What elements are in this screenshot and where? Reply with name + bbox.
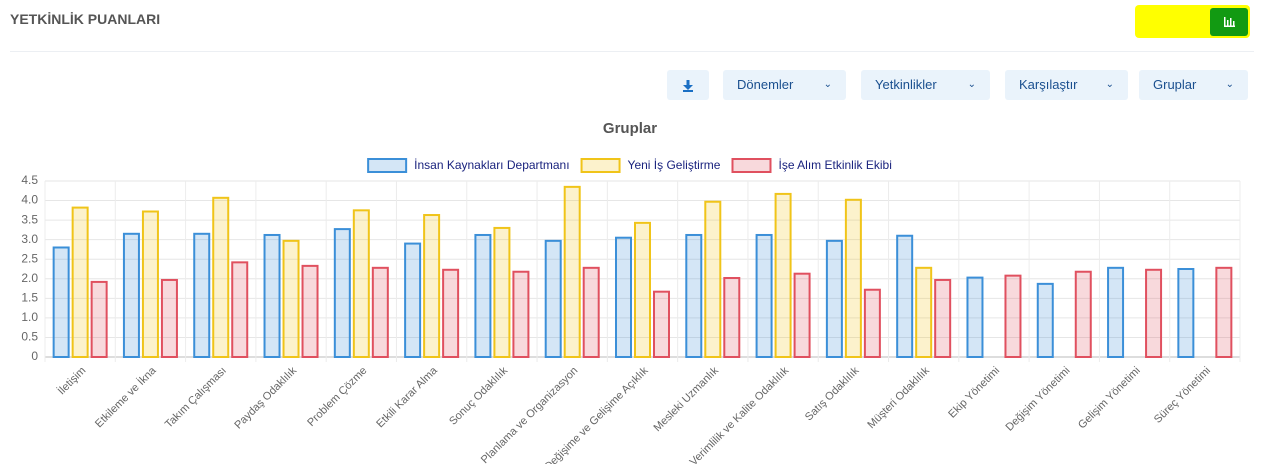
bar <box>423 214 441 358</box>
page-title: YETKİNLİK PUANLARI <box>10 11 161 27</box>
bar <box>371 266 389 358</box>
bar <box>474 233 492 358</box>
bar <box>212 196 230 358</box>
bar <box>863 288 881 358</box>
chevron: ⌄ <box>967 79 976 90</box>
bar <box>1177 268 1195 358</box>
x-tick-label: Değişim Yönetimi <box>1004 365 1073 434</box>
y-tick-label: 4.0 <box>21 193 38 207</box>
download-icon <box>683 80 693 92</box>
button-label: Gruplar <box>1153 77 1197 92</box>
bar <box>301 264 319 359</box>
bar <box>723 276 741 358</box>
bar <box>122 232 140 358</box>
x-tick-label: Etkileme ve İkna <box>92 363 159 430</box>
y-tick-label: 1.5 <box>21 291 38 305</box>
bar <box>825 239 843 358</box>
bar <box>1004 274 1022 359</box>
legend-swatch <box>367 158 408 173</box>
chart-view-button[interactable] <box>1210 8 1248 36</box>
legend-swatch <box>731 158 772 173</box>
bar <box>704 200 722 358</box>
bar <box>333 228 351 359</box>
periods-dropdown[interactable]: Dönemler ⌄ <box>723 70 846 100</box>
legend-swatch <box>580 158 621 173</box>
chevron: ⌄ <box>1105 79 1114 90</box>
y-tick-label: 3.5 <box>21 212 38 226</box>
y-tick-label: 0.5 <box>21 330 38 344</box>
bar <box>90 280 108 359</box>
legend-label: Yeni İş Geliştirme <box>628 158 721 172</box>
y-tick-label: 0 <box>31 349 38 363</box>
bar <box>774 192 792 358</box>
x-tick-label: İletişim <box>55 364 88 397</box>
bar <box>793 272 811 358</box>
bar <box>755 233 773 358</box>
button-label: Yetkinlikler <box>875 77 937 92</box>
y-tick-label: 3.0 <box>21 232 38 246</box>
bar <box>512 270 530 358</box>
bar <box>352 209 370 358</box>
y-tick-label: 2.0 <box>21 271 38 285</box>
bar <box>160 278 178 358</box>
chart-title: Gruplar <box>603 120 657 137</box>
x-tick-label: Gelişim Yönetimi <box>1076 365 1143 432</box>
x-tick-label: Müşteri Odaklılık <box>865 364 932 431</box>
bar <box>493 226 511 358</box>
bar <box>193 232 211 358</box>
x-tick-label: Mesleki Uzmanlık <box>652 364 722 434</box>
legend: İnsan Kaynakları Departmanı Yeni İş Geliş… <box>367 158 892 173</box>
bar <box>582 266 600 358</box>
bar <box>71 206 89 358</box>
chevron: ⌄ <box>823 79 832 90</box>
button-label: Karşılaştır <box>1019 77 1078 92</box>
bar <box>1036 282 1054 358</box>
bar <box>282 239 300 358</box>
x-tick-label: Sonuç Odaklılık <box>447 364 510 427</box>
bar <box>404 242 422 358</box>
chevron: ⌄ <box>1225 79 1234 90</box>
bar <box>442 268 460 359</box>
bar <box>896 234 914 358</box>
bar <box>231 261 249 358</box>
bar <box>653 290 670 358</box>
x-tick-label: Paydaş Odaklılık <box>232 364 299 431</box>
button-label: Dönemler <box>737 77 794 92</box>
competencies-dropdown[interactable]: Yetkinlikler ⌄ <box>861 70 990 100</box>
bar <box>563 185 581 358</box>
bar <box>141 210 159 358</box>
x-tick-label: Etkili Karar Alma <box>374 364 440 430</box>
bar <box>263 233 281 358</box>
y-tick-label: 2.5 <box>21 251 38 265</box>
bar <box>1145 268 1163 359</box>
x-tick-label: Süreç Yönetimi <box>1152 365 1213 426</box>
chart-icon <box>1224 17 1235 27</box>
bar <box>685 233 703 358</box>
bar <box>615 236 632 358</box>
compare-dropdown[interactable]: Karşılaştır ⌄ <box>1005 70 1128 100</box>
x-tick-label: Problem Çözme <box>305 365 369 429</box>
x-tick-label: Ekip Yönetimi <box>946 365 1002 421</box>
y-tick-label: 1.0 <box>21 310 38 324</box>
x-tick-label: Satış Odaklılık <box>803 364 862 423</box>
bar <box>52 246 70 358</box>
bar <box>934 278 952 358</box>
groups-dropdown[interactable]: Gruplar ⌄ <box>1139 70 1248 100</box>
bar <box>634 221 651 358</box>
download-button[interactable] <box>667 70 709 100</box>
separator <box>10 51 1254 52</box>
bar <box>1074 270 1092 358</box>
legend-label: İnsan Kaynakları Departmanı <box>414 158 569 172</box>
x-tick-label: Takım Çalışması <box>163 365 229 431</box>
bar <box>844 198 862 358</box>
bar <box>1215 266 1233 358</box>
bar <box>915 266 933 358</box>
legend-label: İşe Alım Etkinlik Ekibi <box>778 158 891 172</box>
bar <box>544 239 562 358</box>
bar <box>1107 266 1125 358</box>
y-tick-label: 4.5 <box>21 173 38 187</box>
bar <box>966 276 984 358</box>
